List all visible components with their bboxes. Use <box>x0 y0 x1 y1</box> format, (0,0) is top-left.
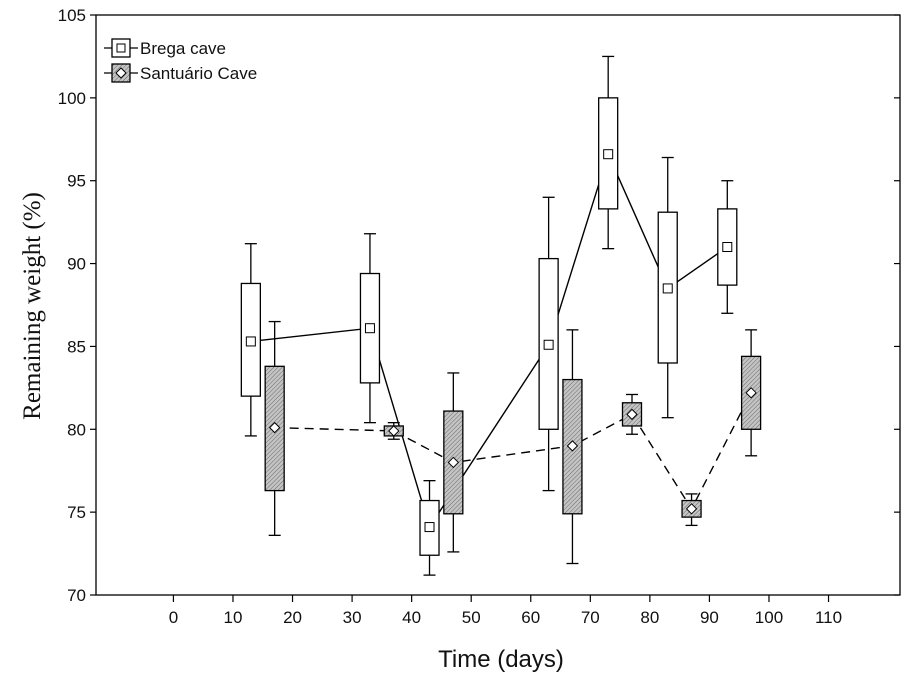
box-0-6 <box>717 180 738 314</box>
y-tick-label: 105 <box>58 6 86 25</box>
plot-frame <box>95 14 901 596</box>
box-1-3 <box>562 329 583 565</box>
mean-marker <box>603 149 614 160</box>
y-tick-label: 100 <box>58 89 86 108</box>
x-tick-label: 40 <box>402 608 421 627</box>
mean-marker <box>626 408 638 421</box>
mean-marker <box>447 456 460 469</box>
x-tick-label: 110 <box>815 608 842 627</box>
legend: Brega cave Santuário Cave <box>104 38 257 83</box>
box-1-4 <box>621 393 643 435</box>
mean-marker <box>566 440 579 452</box>
box-0-1 <box>359 233 381 424</box>
mean-marker <box>745 387 757 399</box>
legend-label: Brega cave <box>140 39 226 58</box>
legend-marker <box>116 43 126 53</box>
mean-marker <box>685 503 698 515</box>
y-tick-label: 75 <box>67 503 86 522</box>
box-0-3 <box>538 196 559 492</box>
x-tick-label: 30 <box>343 608 362 627</box>
box-0-2 <box>419 480 440 576</box>
x-tick-label: 10 <box>224 608 243 627</box>
box-1-2 <box>443 372 464 553</box>
axes <box>90 14 901 602</box>
mean-marker <box>722 242 733 252</box>
box-1-5 <box>681 493 702 527</box>
mean-marker <box>543 339 554 350</box>
y-tick-label: 95 <box>67 172 86 191</box>
x-tick-label: 60 <box>521 608 540 627</box>
mean-marker <box>364 323 375 334</box>
y-axis-label: Remaining weight (%) <box>19 192 46 420</box>
legend-label: Santuário Cave <box>140 64 257 83</box>
box-0-5 <box>657 156 678 419</box>
y-tick-label: 80 <box>67 420 86 439</box>
y-tick-label: 85 <box>67 337 86 356</box>
y-tick-label: 70 <box>67 586 86 605</box>
tick-labels: 70 75 80 85 90 95 100 105 0 10 20 30 40 50 60 70 80 90 100… <box>58 6 842 627</box>
mean-marker <box>388 425 400 437</box>
legend-marker <box>115 67 127 79</box>
x-axis-label: Time (days) <box>438 646 564 673</box>
mean-marker <box>662 283 673 294</box>
box-1-1 <box>383 422 404 440</box>
x-tick-label: 20 <box>283 608 302 627</box>
x-tick-label: 0 <box>169 608 178 627</box>
series-line-1 <box>274 392 752 511</box>
mean-marker <box>245 336 256 347</box>
x-tick-label: 70 <box>581 608 600 627</box>
mean-marker <box>268 421 281 434</box>
x-tick-label: 100 <box>755 608 783 627</box>
box-1-0 <box>264 320 285 536</box>
box-1-6 <box>740 329 762 457</box>
box-0-0 <box>240 243 261 437</box>
series-line-0 <box>250 152 728 529</box>
x-tick-label: 50 <box>462 608 481 627</box>
box-plots <box>240 55 762 576</box>
y-tick-label: 90 <box>67 255 86 274</box>
x-tick-label: 90 <box>700 608 719 627</box>
x-tick-label: 80 <box>640 608 659 627</box>
mean-marker <box>424 522 435 533</box>
box-0-4 <box>598 55 619 250</box>
